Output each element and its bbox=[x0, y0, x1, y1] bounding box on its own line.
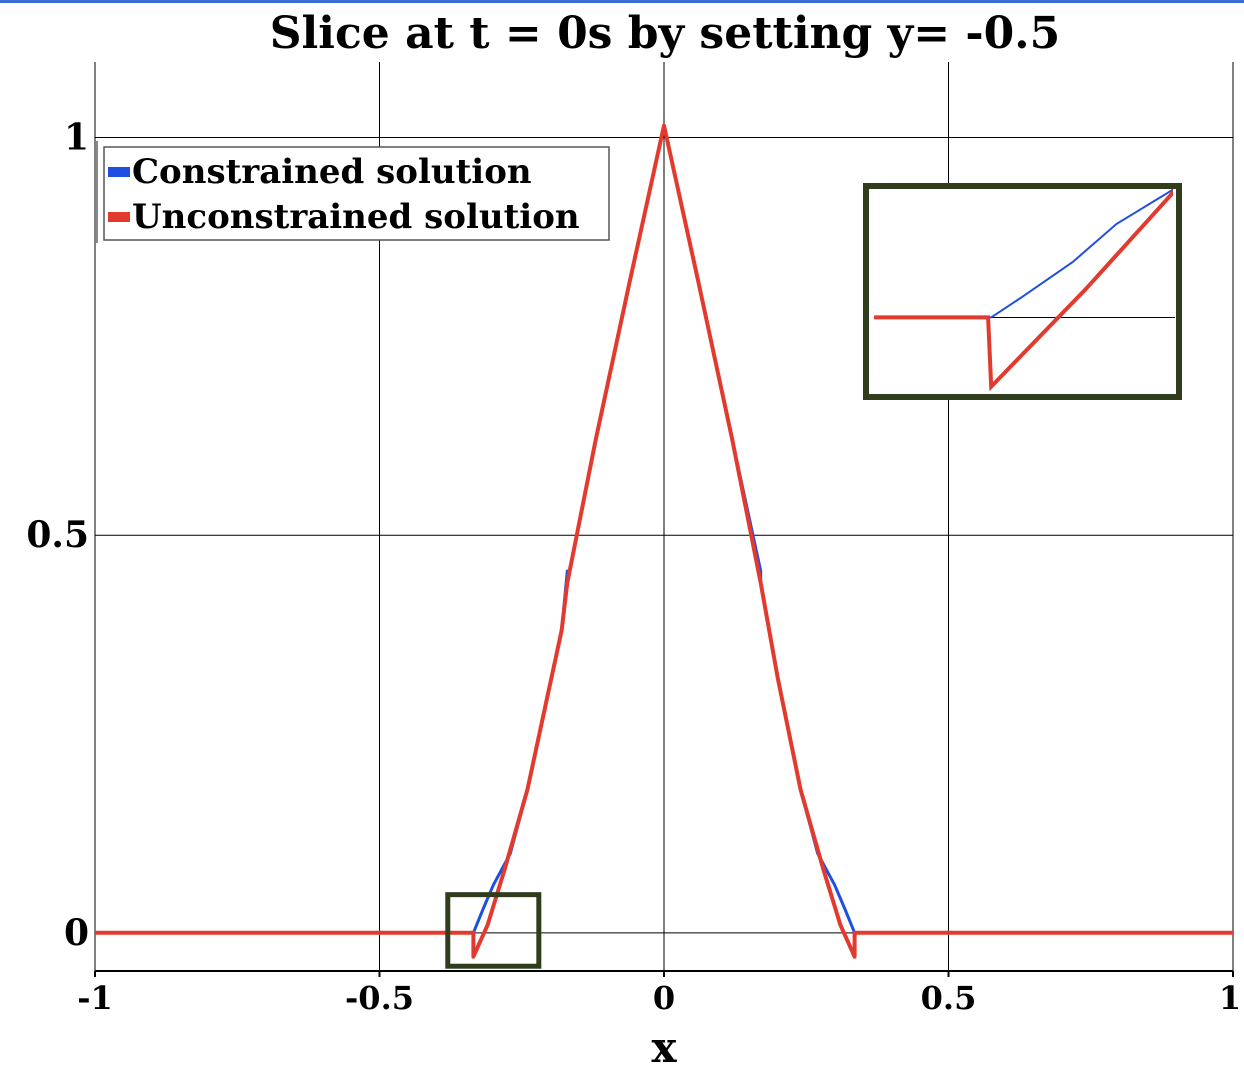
x-axis-label: x bbox=[651, 1023, 677, 1072]
legend-swatch bbox=[108, 212, 130, 222]
legend-box bbox=[103, 146, 610, 241]
x-tick-label: 0 bbox=[653, 979, 675, 1017]
legend-label: Unconstrained solution bbox=[132, 197, 580, 237]
inset-frame bbox=[863, 183, 1182, 400]
legend-label: Constrained solution bbox=[132, 152, 532, 192]
top-border-line bbox=[0, 0, 1244, 3]
y-tick-label: 0.5 bbox=[26, 514, 89, 556]
y-tick-label: 1 bbox=[64, 117, 89, 159]
inset-unconstrained-line bbox=[874, 189, 1173, 392]
zoom-annotations bbox=[445, 183, 1182, 969]
chart-title: Slice at t = 0s by setting y= -0.5 bbox=[270, 8, 1060, 59]
legend: Constrained solution Unconstrained soluti… bbox=[96, 141, 610, 243]
y-tick-label: 0 bbox=[64, 912, 89, 954]
x-tick-label: -1 bbox=[77, 979, 113, 1017]
x-tick-label: -0.5 bbox=[345, 979, 414, 1017]
x-tick-label: 0.5 bbox=[921, 979, 977, 1017]
legend-swatch bbox=[108, 167, 130, 177]
axes: -1 -0.5 0 0.5 1 0 0.5 1 bbox=[26, 117, 1241, 1017]
zoom-region-box bbox=[445, 892, 542, 969]
x-tick-label: 1 bbox=[1219, 979, 1241, 1017]
